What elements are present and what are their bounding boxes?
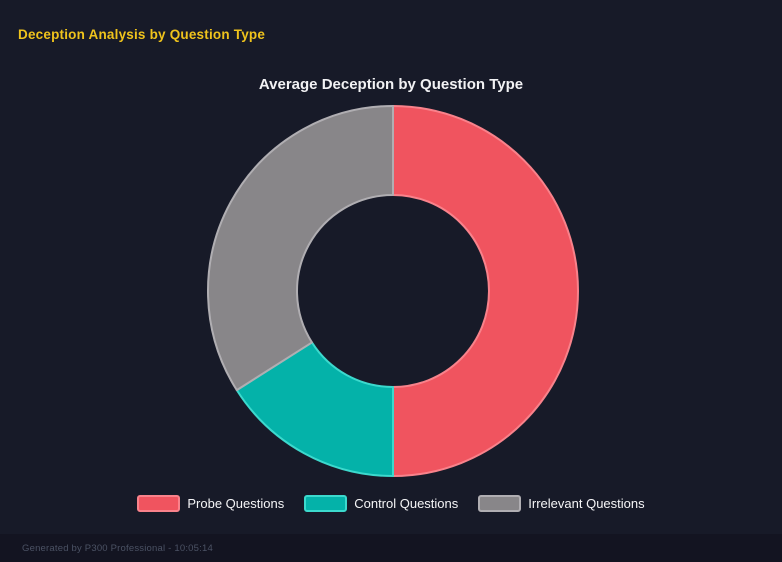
donut-slice-probe-questions[interactable] <box>392 105 579 477</box>
donut-slice-control-questions[interactable] <box>235 341 394 477</box>
legend-item-control-questions[interactable]: Control Questions <box>304 495 458 512</box>
donut-slice-irrelevant-questions[interactable] <box>207 105 394 392</box>
legend-swatch-probe-questions <box>137 495 181 512</box>
legend-label-control-questions: Control Questions <box>354 496 459 511</box>
legend-item-irrelevant-questions[interactable]: Irrelevant Questions <box>478 495 645 512</box>
legend-label-probe-questions: Probe Questions <box>187 496 285 511</box>
page-title: Deception Analysis by Question Type <box>18 27 266 42</box>
chart-legend: Probe Questions Control Questions Irreleva… <box>0 495 782 512</box>
doughnut-chart-canvas[interactable] <box>205 103 581 479</box>
legend-swatch-irrelevant-questions <box>478 495 522 512</box>
doughnut-chart[interactable] <box>205 103 581 479</box>
footer-bar: Generated by P300 Professional - 10:05:1… <box>0 534 782 562</box>
footer-generated-text: Generated by P300 Professional - 10:05:1… <box>22 542 213 554</box>
legend-item-probe-questions[interactable]: Probe Questions <box>137 495 284 512</box>
chart-title: Average Deception by Question Type <box>258 76 524 93</box>
legend-swatch-control-questions <box>304 495 348 512</box>
legend-label-irrelevant-questions: Irrelevant Questions <box>528 496 645 511</box>
